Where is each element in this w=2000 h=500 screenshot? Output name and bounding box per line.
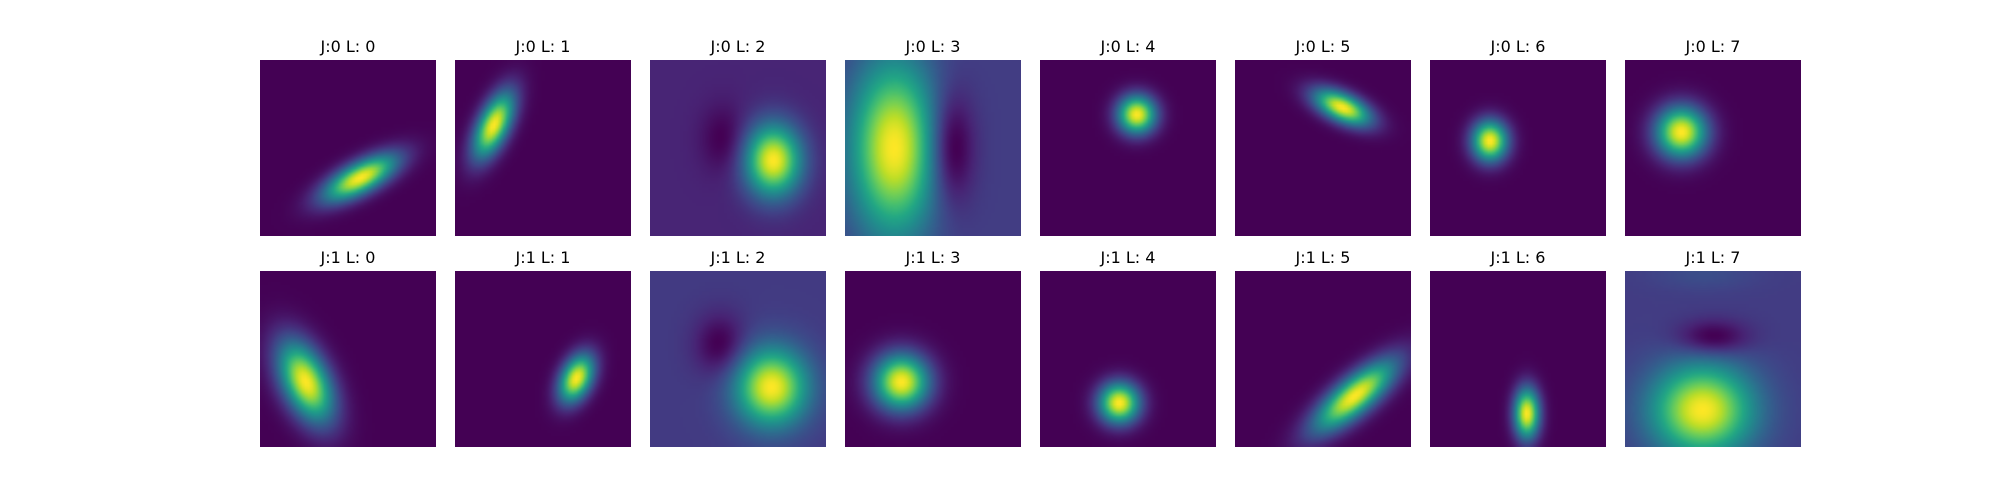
heatmap-panel-j1-l4: J:1 L: 4 [1040,248,1216,447]
panel-title-j0-l2: J:0 L: 2 [710,37,766,56]
panel-title-j1-l1: J:1 L: 1 [515,248,571,267]
heatmap-panel-j0-l7: J:0 L: 7 [1625,37,1801,236]
panel-title-j1-l2: J:1 L: 2 [710,248,766,267]
heatmap-image-j1-l7 [1625,271,1801,447]
panel-title-j1-l5: J:1 L: 5 [1295,248,1351,267]
panel-title-j1-l0: J:1 L: 0 [320,248,376,267]
heatmap-grid: J:0 L: 0 J:0 L: 1 J:0 L: 2 J:0 L: 3 J:0 L: 4… [260,37,1801,447]
heatmap-image-j1-l5 [1235,271,1411,447]
heatmap-image-j1-l6 [1430,271,1606,447]
heatmap-image-j0-l4 [1040,60,1216,236]
heatmap-panel-j1-l7: J:1 L: 7 [1625,248,1801,447]
panel-title-j1-l4: J:1 L: 4 [1100,248,1156,267]
heatmap-panel-j0-l5: J:0 L: 5 [1235,37,1411,236]
heatmap-panel-j1-l3: J:1 L: 3 [845,248,1021,447]
heatmap-image-j0-l3 [845,60,1021,236]
heatmap-image-j0-l2 [650,60,826,236]
heatmap-image-j0-l6 [1430,60,1606,236]
heatmap-panel-j1-l6: J:1 L: 6 [1430,248,1606,447]
heatmap-image-j0-l5 [1235,60,1411,236]
panel-title-j0-l7: J:0 L: 7 [1685,37,1741,56]
panel-title-j1-l3: J:1 L: 3 [905,248,961,267]
panel-title-j0-l1: J:0 L: 1 [515,37,571,56]
heatmap-panel-j0-l2: J:0 L: 2 [650,37,826,236]
panel-title-j0-l3: J:0 L: 3 [905,37,961,56]
heatmap-panel-j0-l3: J:0 L: 3 [845,37,1021,236]
heatmap-panel-j1-l1: J:1 L: 1 [455,248,631,447]
panel-title-j1-l7: J:1 L: 7 [1685,248,1741,267]
heatmap-image-j0-l0 [260,60,436,236]
heatmap-image-j0-l7 [1625,60,1801,236]
panel-title-j0-l6: J:0 L: 6 [1490,37,1546,56]
heatmap-image-j1-l0 [260,271,436,447]
panel-title-j0-l0: J:0 L: 0 [320,37,376,56]
heatmap-panel-j0-l6: J:0 L: 6 [1430,37,1606,236]
heatmap-panel-j0-l1: J:0 L: 1 [455,37,631,236]
heatmap-panel-j1-l5: J:1 L: 5 [1235,248,1411,447]
heatmap-image-j1-l3 [845,271,1021,447]
heatmap-panel-j0-l0: J:0 L: 0 [260,37,436,236]
heatmap-image-j1-l2 [650,271,826,447]
panel-title-j0-l4: J:0 L: 4 [1100,37,1156,56]
panel-title-j0-l5: J:0 L: 5 [1295,37,1351,56]
heatmap-image-j1-l1 [455,271,631,447]
heatmap-panel-j1-l0: J:1 L: 0 [260,248,436,447]
heatmap-image-j1-l4 [1040,271,1216,447]
heatmap-panel-j0-l4: J:0 L: 4 [1040,37,1216,236]
heatmap-image-j0-l1 [455,60,631,236]
heatmap-panel-j1-l2: J:1 L: 2 [650,248,826,447]
panel-title-j1-l6: J:1 L: 6 [1490,248,1546,267]
